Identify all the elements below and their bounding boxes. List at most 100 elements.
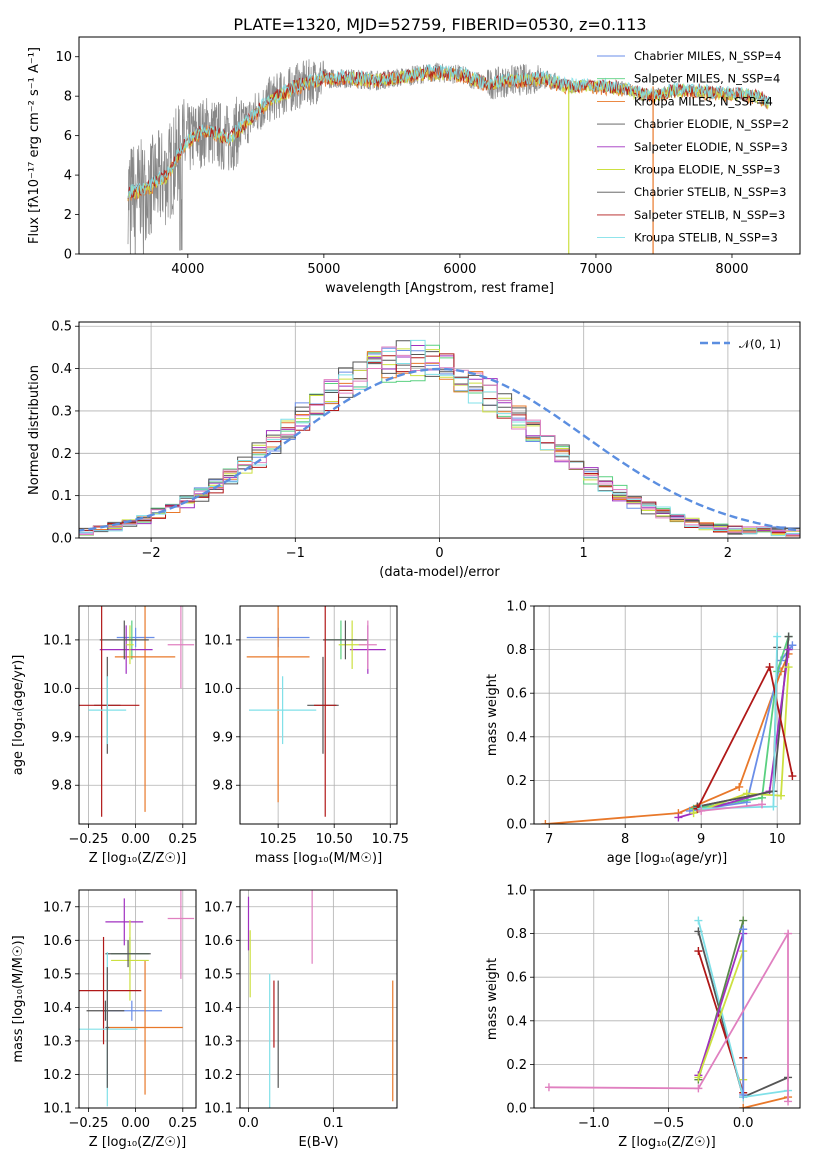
x-tick-label: 0.25 bbox=[168, 832, 197, 847]
x-tick-label: 10.75 bbox=[372, 832, 409, 847]
x-axis-label: Z [log₁₀(Z/Z☉)] bbox=[89, 1135, 186, 1150]
normal-curve bbox=[79, 367, 800, 532]
model-spectrum-salpeter_stelib bbox=[127, 66, 770, 200]
spectrum-legend: Chabrier MILES, N_SSP=4 Salpeter MILES, N… bbox=[597, 49, 789, 245]
y-tick-label: 10.3 bbox=[204, 1034, 233, 1049]
axes-frame bbox=[78, 889, 197, 1109]
y-tick-label: 0.0 bbox=[51, 532, 72, 547]
y-tick-label: 0.8 bbox=[506, 927, 527, 942]
weight-marker bbox=[758, 800, 766, 809]
legend-label: Chabrier STELIB, N_SSP=3 bbox=[634, 185, 786, 199]
x-tick-label: −1.0 bbox=[578, 1116, 610, 1131]
weight-marker bbox=[697, 806, 706, 815]
weight-marker bbox=[694, 1073, 703, 1082]
weight-marker bbox=[784, 632, 793, 641]
plot-area bbox=[79, 606, 195, 817]
weight-marker bbox=[674, 813, 683, 822]
legend-label: Kroupa MILES, N_SSP=4 bbox=[634, 94, 773, 108]
weight-marker bbox=[739, 925, 748, 934]
y-tick-label: 0.3 bbox=[51, 404, 72, 419]
weight-marker bbox=[769, 802, 778, 811]
weight-marker bbox=[784, 645, 793, 654]
x-tick-label: 10.50 bbox=[316, 832, 353, 847]
x-tick-label: 0.25 bbox=[168, 1116, 197, 1131]
y-tick-label: 0.0 bbox=[506, 818, 527, 833]
x-axis-label: E(B-V) bbox=[298, 1135, 338, 1150]
y-tick-label: 10.6 bbox=[43, 934, 72, 949]
y-tick-label: 0.0 bbox=[506, 1102, 527, 1117]
panel-z-weight: −1.0 −0.5 0.0 0.0 0.2 0.4 0.6 0.8 1.0 Z [log₁₀(Z/… bbox=[485, 884, 801, 1150]
x-tick-label: −2 bbox=[142, 546, 161, 561]
x-tick-label: 1 bbox=[580, 546, 588, 561]
weight-marker bbox=[694, 1084, 703, 1093]
x-tick-label: 7000 bbox=[579, 262, 612, 277]
y-tick-label: 0.6 bbox=[506, 971, 527, 986]
weight-series-extra_pink bbox=[548, 930, 789, 1102]
x-axis-label: Z [log₁₀(Z/Z☉)] bbox=[618, 1135, 715, 1150]
y-axis-label: mass [log₁₀(M/M☉)] bbox=[11, 935, 26, 1062]
y-tick-label: 10 bbox=[55, 50, 72, 65]
y-axis-label: mass weight bbox=[485, 674, 500, 756]
plot-area bbox=[247, 890, 394, 1108]
y-tick-label: 9.8 bbox=[212, 779, 233, 794]
x-axis-label: Z [log₁₀(Z/Z☉)] bbox=[89, 851, 186, 866]
y-tick-label: 10.0 bbox=[43, 682, 72, 697]
legend-label: Salpeter ELODIE, N_SSP=3 bbox=[634, 140, 788, 154]
legend-label: Chabrier ELODIE, N_SSP=2 bbox=[634, 117, 789, 131]
x-tick-label: 0.00 bbox=[121, 1116, 150, 1131]
y-tick-label: 10.6 bbox=[204, 934, 233, 949]
y-tick-label: 10.5 bbox=[43, 967, 72, 982]
axes-frame bbox=[533, 889, 801, 1109]
weight-marker bbox=[784, 1097, 793, 1106]
y-tick-label: 10.1 bbox=[204, 633, 233, 648]
residual-legend: 𝒩(0, 1) bbox=[700, 337, 781, 351]
x-tick-label: 0.1 bbox=[323, 1116, 344, 1131]
weight-series-kroupa_miles bbox=[742, 1096, 789, 1108]
x-axis-label: age [log₁₀(age/yr)] bbox=[607, 851, 728, 866]
legend-label: Chabrier MILES, N_SSP=4 bbox=[634, 49, 781, 63]
weight-marker bbox=[773, 632, 782, 641]
y-tick-label: 10.1 bbox=[204, 1102, 233, 1117]
y-tick-label: 10.1 bbox=[43, 633, 72, 648]
plot-area bbox=[79, 890, 195, 1107]
y-tick-label: 10.1 bbox=[43, 1102, 72, 1117]
x-tick-label: −0.25 bbox=[69, 832, 109, 847]
legend-label: Kroupa ELODIE, N_SSP=3 bbox=[634, 163, 780, 177]
y-tick-label: 1.0 bbox=[506, 600, 527, 615]
x-tick-label: 10.25 bbox=[260, 832, 297, 847]
weight-marker bbox=[735, 782, 744, 791]
weight-marker bbox=[694, 947, 703, 956]
y-tick-label: 0.4 bbox=[506, 1014, 527, 1029]
axes-frame bbox=[78, 36, 801, 255]
weight-marker bbox=[788, 772, 797, 781]
y-tick-label: 9.8 bbox=[51, 779, 72, 794]
legend-label: 𝒩(0, 1) bbox=[739, 337, 781, 351]
weight-marker bbox=[694, 916, 703, 925]
x-tick-label: 7 bbox=[545, 832, 553, 847]
y-tick-label: 0.2 bbox=[506, 1058, 527, 1073]
x-tick-label: 2 bbox=[724, 546, 732, 561]
x-tick-label: 0.0 bbox=[733, 1116, 754, 1131]
legend-label: Salpeter STELIB, N_SSP=3 bbox=[634, 208, 785, 222]
x-tick-label: 4000 bbox=[171, 262, 204, 277]
y-tick-label: 6 bbox=[64, 129, 72, 144]
x-tick-label: 0 bbox=[435, 546, 443, 561]
y-tick-label: 10.2 bbox=[204, 1068, 233, 1083]
weight-marker bbox=[765, 663, 774, 672]
y-tick-label: 0.8 bbox=[506, 643, 527, 658]
plot-area bbox=[79, 339, 800, 538]
y-tick-label: 1.0 bbox=[506, 884, 527, 899]
axes-frame bbox=[78, 605, 197, 825]
panel-z-mass: −0.25 0.00 0.25 10.1 10.2 10.3 10.4 10.5 10.6 10.… bbox=[11, 889, 197, 1150]
weight-series-kroupa_elodie bbox=[693, 666, 790, 814]
plot-area bbox=[544, 916, 793, 1108]
model-spectrum-kroupa_stelib bbox=[127, 64, 770, 199]
x-axis-label: mass [log₁₀(M/M☉)] bbox=[255, 851, 382, 866]
panel-mass-age: 10.25 10.50 10.75 9.8 9.9 10.0 10.1 mass [log₁₀… bbox=[204, 605, 409, 866]
x-tick-label: 8 bbox=[621, 832, 629, 847]
y-tick-label: 0.2 bbox=[506, 774, 527, 789]
y-tick-label: 9.9 bbox=[51, 730, 72, 745]
x-tick-label: 0.0 bbox=[238, 1116, 259, 1131]
